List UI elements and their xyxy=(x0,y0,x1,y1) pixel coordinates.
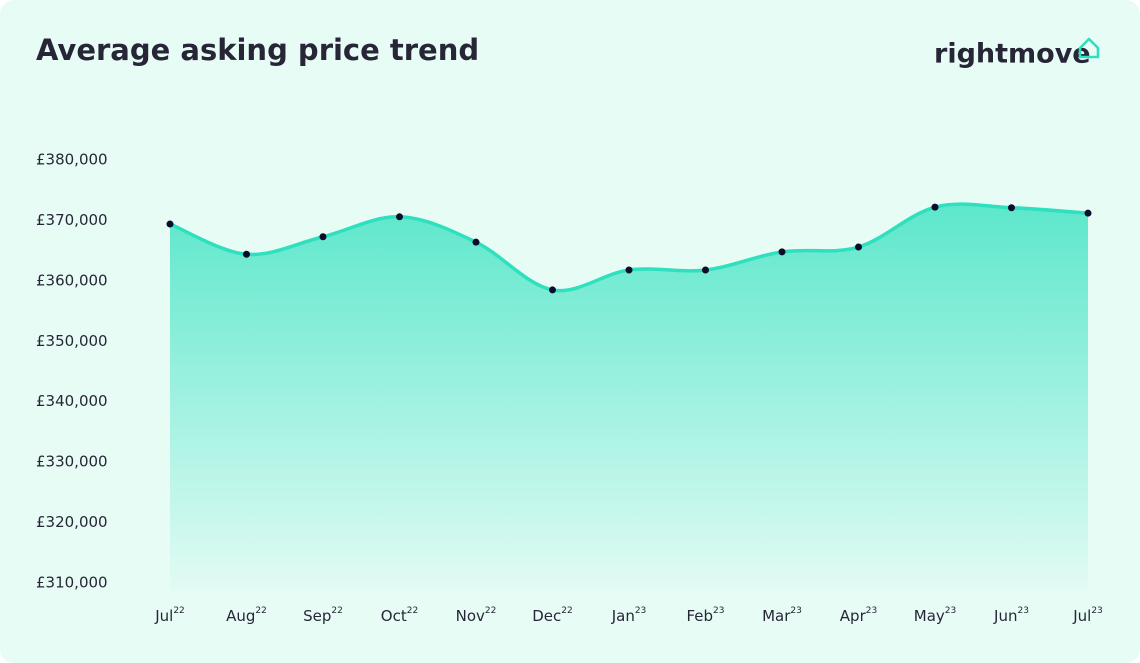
x-tick-label: Jan23 xyxy=(611,606,647,625)
y-tick-label: £360,000 xyxy=(36,271,108,289)
x-tick-year: 22 xyxy=(331,606,342,616)
y-tick-label: £340,000 xyxy=(36,392,108,410)
logo-icon xyxy=(1078,37,1100,59)
x-tick-label: Feb23 xyxy=(686,606,724,625)
point xyxy=(472,238,480,246)
chart-title: Average asking price trend xyxy=(36,33,479,67)
point xyxy=(778,248,786,256)
x-tick-year: 23 xyxy=(1091,606,1102,616)
x-tick-label: Dec22 xyxy=(532,606,572,625)
point xyxy=(1008,204,1015,212)
x-tick-month: Mar xyxy=(762,607,791,625)
x-tick-label: Aug22 xyxy=(226,606,267,625)
y-tick-label: £320,000 xyxy=(36,513,108,531)
x-tick-month: Jul xyxy=(154,607,173,625)
x-tick-year: 23 xyxy=(635,606,646,616)
point xyxy=(396,213,403,221)
y-tick-label: £310,000 xyxy=(36,574,108,592)
x-tick-year: 23 xyxy=(866,606,877,616)
y-tick-label: £380,000 xyxy=(36,151,108,169)
point xyxy=(855,243,862,251)
logo: rightmove xyxy=(934,39,1091,70)
point xyxy=(1084,209,1092,217)
x-tick-label: Sep22 xyxy=(303,606,343,625)
point xyxy=(549,286,556,294)
x-tick-month: Oct xyxy=(381,607,407,625)
x-tick-label: Nov22 xyxy=(456,606,497,625)
x-tick-label: May23 xyxy=(914,606,956,625)
point xyxy=(319,233,327,241)
point xyxy=(702,266,709,274)
x-tick-year: 23 xyxy=(945,606,956,616)
x-tick-year: 22 xyxy=(407,606,418,616)
x-tick-label: Jun23 xyxy=(993,606,1029,625)
x-tick-year: 22 xyxy=(255,606,266,616)
y-tick-label: £370,000 xyxy=(36,211,108,229)
x-tick-month: May xyxy=(914,607,945,625)
x-tick-month: Jun xyxy=(993,607,1017,625)
x-tick-month: Jan xyxy=(611,607,635,625)
y-tick-label: £330,000 xyxy=(36,453,108,471)
x-tick-label: Oct22 xyxy=(381,606,418,625)
point xyxy=(625,266,633,274)
x-tick-year: 23 xyxy=(790,606,801,616)
x-tick-month: Apr xyxy=(840,607,867,625)
x-tick-label: Mar23 xyxy=(762,606,802,625)
x-tick-year: 22 xyxy=(561,606,572,616)
x-tick-label: Jul23 xyxy=(1072,606,1103,625)
point xyxy=(243,250,250,258)
x-tick-month: Sep xyxy=(303,607,331,625)
x-tick-month: Jul xyxy=(1072,607,1091,625)
x-tick-month: Nov xyxy=(456,607,485,625)
x-tick-year: 22 xyxy=(173,606,184,616)
x-tick-month: Aug xyxy=(226,607,255,625)
point xyxy=(931,203,939,211)
area xyxy=(170,204,1088,592)
x-tick-year: 23 xyxy=(1017,606,1028,616)
x-tick-year: 23 xyxy=(713,606,724,616)
x-tick-label: Apr23 xyxy=(840,606,877,625)
x-tick-month: Dec xyxy=(532,607,561,625)
point xyxy=(166,220,174,228)
y-tick-label: £350,000 xyxy=(36,332,108,350)
x-tick-month: Feb xyxy=(686,607,713,625)
x-tick-year: 22 xyxy=(485,606,496,616)
x-tick-label: Jul22 xyxy=(154,606,185,625)
